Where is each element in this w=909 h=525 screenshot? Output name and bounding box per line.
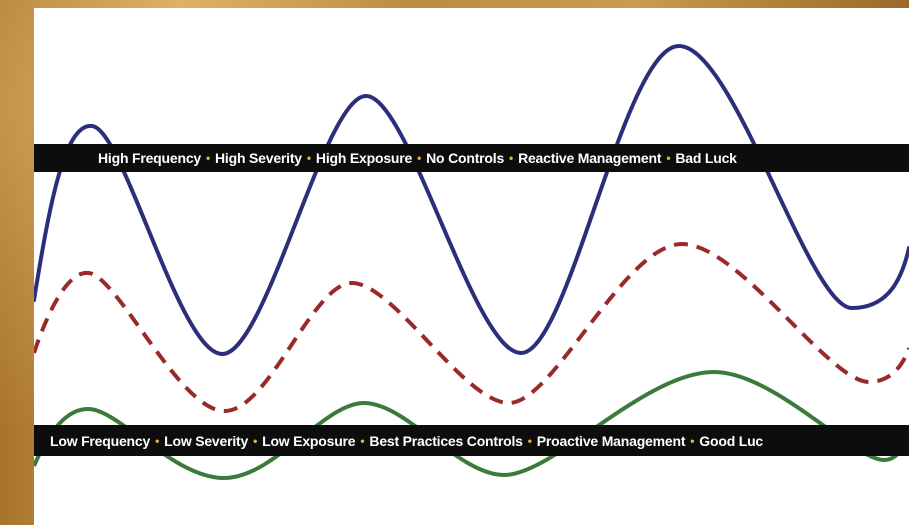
- band-item: Low Severity: [164, 432, 249, 449]
- diagram-panel: High Frequency • High Severity • High Ex…: [34, 8, 909, 525]
- band-item: Proactive Management: [536, 432, 686, 449]
- band-item: High Exposure: [315, 150, 413, 166]
- low-risk-band: Low Frequency • Low Severity • Low Expos…: [34, 425, 909, 456]
- bullet-separator: •: [417, 151, 422, 165]
- band-item: Reactive Management: [518, 150, 662, 166]
- high-risk-band: High Frequency • High Severity • High Ex…: [34, 144, 909, 172]
- bullet-separator: •: [155, 433, 160, 448]
- bullet-separator: •: [690, 433, 695, 448]
- band-item: Best Practices Controls: [369, 432, 523, 449]
- band-item: Bad Luck: [675, 150, 737, 166]
- band-item: Good Luc: [699, 432, 764, 449]
- band-item: Low Frequency: [50, 432, 151, 449]
- band-item: High Frequency: [98, 150, 201, 166]
- band-item: No Controls: [426, 150, 505, 166]
- band-item: Low Exposure: [262, 432, 356, 449]
- bullet-separator: •: [206, 151, 211, 165]
- bullet-separator: •: [666, 151, 671, 165]
- mid-risk-wave: [34, 241, 909, 414]
- band-item: High Severity: [215, 150, 302, 166]
- bullet-separator: •: [306, 151, 311, 165]
- bullet-separator: •: [360, 433, 365, 448]
- bullet-separator: •: [509, 151, 514, 165]
- bullet-separator: •: [527, 433, 532, 448]
- bullet-separator: •: [253, 433, 258, 448]
